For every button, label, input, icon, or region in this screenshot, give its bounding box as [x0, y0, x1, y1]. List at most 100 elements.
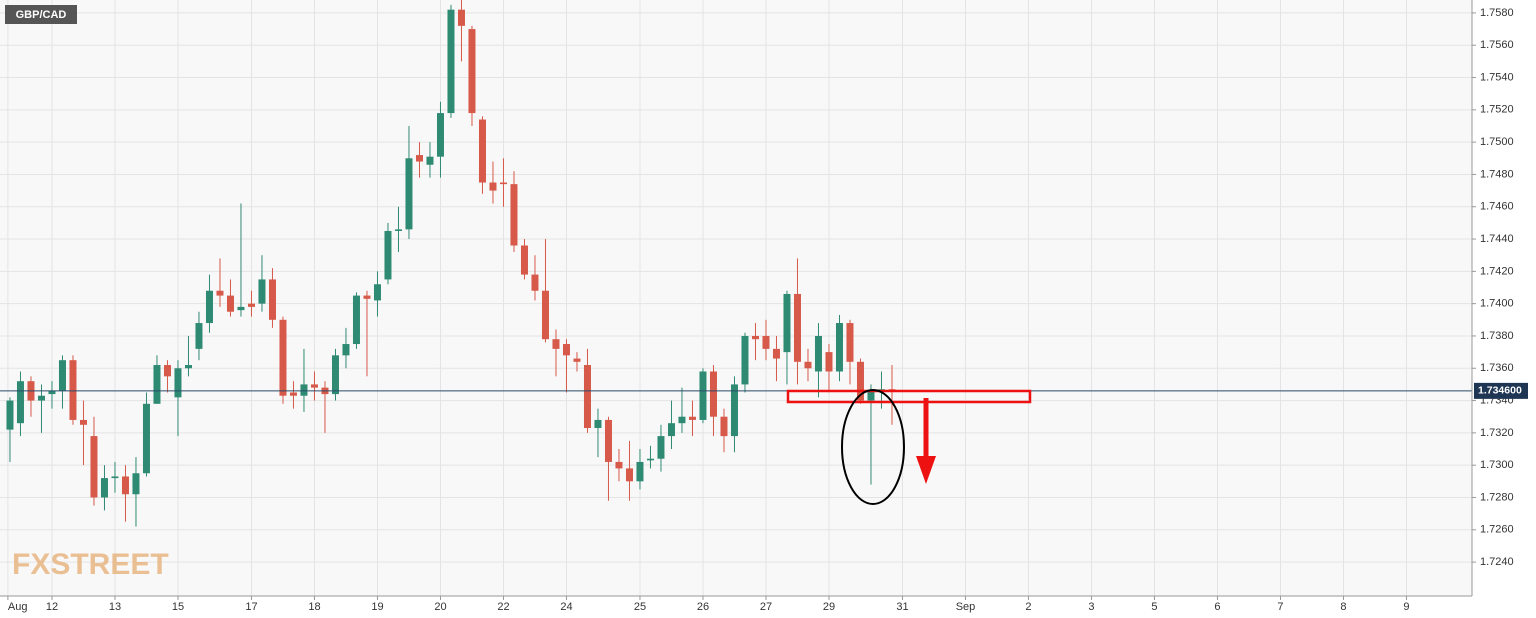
candle-body [153, 365, 161, 404]
candle-body [699, 371, 707, 420]
candle-body [342, 344, 350, 356]
candle-body [58, 360, 66, 391]
candle-body [258, 279, 266, 304]
watermark: FXSTREET [12, 548, 169, 581]
candle-body [331, 355, 339, 395]
candle-body [762, 335, 770, 349]
support-box [786, 389, 1032, 404]
candle-body [636, 461, 644, 482]
arrow-head [916, 456, 936, 484]
candle-body [289, 392, 297, 396]
candle-body [678, 416, 686, 424]
x-tick-label: 6 [1214, 601, 1220, 613]
candle-body [247, 303, 255, 307]
candle-body [499, 182, 507, 185]
candle-body [688, 416, 696, 420]
candle-body [552, 339, 560, 349]
candle-body [646, 458, 654, 461]
x-tick-label: Sep [956, 601, 976, 613]
candle-body [426, 156, 434, 165]
y-tick-label: 1.7320 [1480, 427, 1514, 439]
candle-body [373, 284, 381, 301]
candle-body [489, 182, 497, 191]
x-tick-label: 7 [1277, 601, 1283, 613]
x-tick-label: 20 [434, 601, 446, 613]
candle-body [405, 158, 413, 230]
plot-background [0, 0, 1472, 596]
candle-body [856, 361, 864, 401]
candle-body [531, 274, 539, 291]
candles [6, 0, 896, 527]
candle-body [772, 348, 780, 359]
candle-body [363, 295, 371, 299]
y-tick-label: 1.7260 [1480, 524, 1514, 536]
x-tick-label: Aug [8, 601, 28, 613]
candle-body [447, 9, 455, 114]
candle-body [720, 416, 728, 437]
candle-body [583, 365, 591, 429]
y-tick-label: 1.7400 [1480, 298, 1514, 310]
x-tick-label: 27 [760, 601, 772, 613]
x-tick-label: 8 [1340, 601, 1346, 613]
candle-body [79, 419, 87, 425]
y-tick-label: 1.7280 [1480, 491, 1514, 503]
candle-body [352, 295, 360, 345]
x-tick-label: 15 [172, 601, 184, 613]
candle-body [268, 279, 276, 320]
candle-body [384, 230, 392, 280]
candle-body [48, 390, 56, 395]
y-tick-label: 1.7500 [1480, 136, 1514, 148]
y-tick-label: 1.7380 [1480, 330, 1514, 342]
candle-body [814, 335, 822, 372]
x-tick-label: 3 [1088, 601, 1094, 613]
candle-body [625, 468, 633, 482]
candle-body [195, 323, 203, 349]
candle-body [510, 184, 518, 246]
wick-highlight [841, 389, 905, 505]
candle-body [310, 384, 318, 388]
grid [0, 0, 1472, 596]
candle-body [163, 365, 171, 377]
x-tick-label: 17 [245, 601, 257, 613]
x-tick-label: 5 [1151, 601, 1157, 613]
y-tick-label: 1.7300 [1480, 459, 1514, 471]
candle-body [867, 390, 875, 401]
candle-body [436, 113, 444, 157]
y-tick-label: 1.7580 [1480, 7, 1514, 19]
candle-body [573, 358, 581, 362]
candle-body [520, 245, 528, 275]
candle-body [237, 306, 245, 311]
candle-body [468, 29, 476, 114]
candle-body [667, 423, 675, 437]
y-tick-label: 1.7540 [1480, 71, 1514, 83]
candle-body [100, 478, 108, 498]
candle-body [415, 155, 423, 162]
candle-body [132, 473, 140, 495]
candle-body [604, 419, 612, 462]
candle-body [825, 352, 833, 372]
candle-body [216, 290, 224, 296]
y-tick-label: 1.7520 [1480, 104, 1514, 116]
candle-body [846, 323, 854, 362]
candle-body [751, 335, 759, 340]
candle-body [69, 360, 77, 420]
candle-body [741, 335, 749, 385]
x-tick-label: 13 [109, 601, 121, 613]
y-tick-label: 1.7560 [1480, 39, 1514, 51]
y-tick-label: 1.7360 [1480, 362, 1514, 374]
x-tick-label: 19 [371, 601, 383, 613]
candle-body [174, 368, 182, 398]
x-tick-label: 25 [634, 601, 646, 613]
last-price-label: 1.734600 [1478, 385, 1522, 397]
candle-body [457, 9, 465, 26]
x-tick-label: 18 [308, 601, 320, 613]
x-tick-label: 9 [1403, 601, 1409, 613]
candle-body [205, 290, 213, 324]
candle-body [478, 119, 486, 183]
candle-body [90, 436, 98, 498]
x-tick-label: 24 [560, 601, 572, 613]
x-tick-label: 29 [823, 601, 835, 613]
candle-body [37, 395, 45, 401]
candle-body [111, 476, 119, 479]
